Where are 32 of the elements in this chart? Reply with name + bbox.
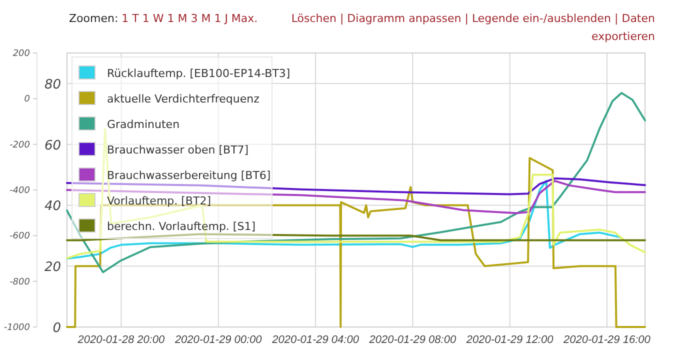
- y2-tick-label: 200: [12, 49, 30, 59]
- legend-label: Brauchwasser oben [BT7]: [107, 144, 249, 156]
- x-tick-label: 2020-01-29 00:00: [174, 334, 263, 346]
- legend-label: Gradminuten: [107, 118, 180, 131]
- x-tick-label: 2020-01-29 04:00: [271, 334, 360, 346]
- y-tick-label: 80: [44, 77, 61, 92]
- y2-tick-label: -200: [10, 140, 30, 150]
- legend-label: aktuelle Verdichterfrequenz: [107, 92, 260, 106]
- legend-label: Brauchwasserbereitung [BT6]: [107, 169, 271, 182]
- legend-label: Rücklauftemp. [EB100-EP14-BT3]: [107, 67, 290, 80]
- line-series: [66, 180, 646, 214]
- line-series: [66, 157, 646, 328]
- text: Zoomen: 1 T 1 W 1 M 3 M 1 J Max.: [69, 12, 258, 25]
- y2-tick-label: 0: [24, 94, 30, 105]
- y2-tick-label: -400: [10, 186, 30, 196]
- line-series: [66, 180, 621, 260]
- legend-label: Vorlauftemp. [BT2]: [107, 194, 211, 208]
- x-tick-label: 2020-01-28 20:00: [76, 334, 166, 346]
- y-tick-label: 60: [44, 138, 61, 154]
- y-tick-label: 40: [44, 199, 61, 214]
- x-tick-label: 2020-01-29 16:00: [562, 334, 652, 346]
- y2-tick-label: -1000: [4, 323, 30, 333]
- x-tick-label: 2020-01-29 12:00: [465, 334, 554, 346]
- y2-tick-label: -800: [10, 277, 30, 288]
- y-tick-label: 0: [52, 321, 61, 336]
- y-tick-label: 20: [44, 260, 61, 276]
- x-tick-label: 2020-01-29 08:00: [368, 334, 457, 346]
- line-series: [66, 92, 646, 274]
- y2-tick-label: -600: [10, 232, 30, 242]
- legend-label: berechn. Vorlauftemp. [S1]: [107, 220, 256, 233]
- line-series: [66, 128, 646, 260]
- text: Löschen | Diagramm anpassen | Legende ein-/ausblenden | Daten exportieren: [291, 12, 656, 43]
